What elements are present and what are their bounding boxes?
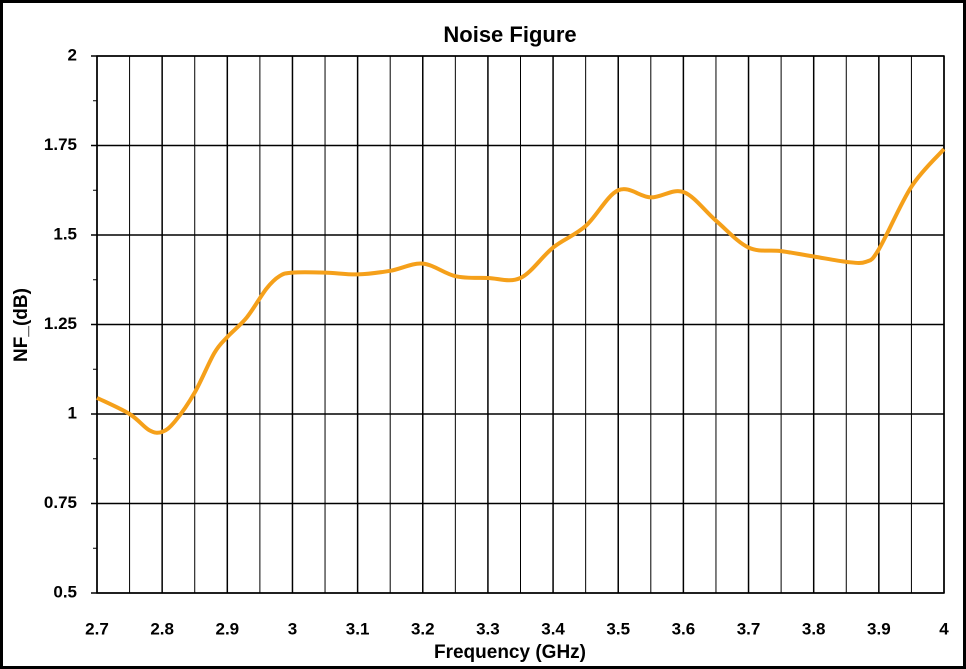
x-axis-label: Frequency (GHz) — [434, 642, 586, 663]
y-tick-label: 1.75 — [44, 135, 77, 154]
x-tick-label: 3.6 — [672, 619, 696, 638]
y-tick-label: 1.5 — [53, 224, 77, 243]
x-tick-label: 3.2 — [411, 619, 435, 638]
series-line — [96, 147, 946, 435]
x-tick-label: 3.5 — [606, 619, 630, 638]
x-tick-label: 3.8 — [802, 619, 826, 638]
y-tick-label: 0.5 — [53, 582, 77, 601]
chart-title: Noise Figure — [443, 22, 576, 47]
x-tick-label: 2.7 — [85, 619, 109, 638]
x-tick-label: 3.1 — [346, 619, 370, 638]
y-axis-label: NF_(dB) — [11, 288, 32, 362]
y-tick-label: 2 — [68, 45, 77, 64]
x-tick-label: 2.8 — [150, 619, 174, 638]
x-tick-label: 3 — [288, 619, 297, 638]
x-tick-label: 3.3 — [476, 619, 500, 638]
y-tick-label: 0.75 — [44, 493, 77, 512]
x-tick-label: 2.9 — [215, 619, 239, 638]
y-tick-label: 1.25 — [44, 314, 77, 333]
x-tick-label: 3.9 — [867, 619, 891, 638]
x-tick-label: 3.7 — [737, 619, 761, 638]
x-tick-label: 4 — [939, 619, 949, 638]
x-tick-label: 3.4 — [541, 619, 565, 638]
y-tick-label: 1 — [68, 403, 77, 422]
